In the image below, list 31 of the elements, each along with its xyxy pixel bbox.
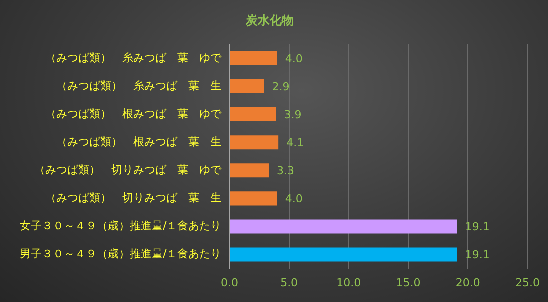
x-tick-label: 5.0 <box>280 276 298 290</box>
y-tick-label: 男子３０～４９（歳）推進量/１食あたり <box>20 248 222 261</box>
x-tick-label: 25.0 <box>516 276 540 290</box>
data-label: 4.0 <box>285 192 303 206</box>
y-tick-label: （みつば類） 糸みつば 葉 生 <box>56 79 222 92</box>
x-tick-label: 15.0 <box>396 276 421 290</box>
data-label: 3.3 <box>277 164 295 178</box>
bar <box>230 136 279 150</box>
data-label: 3.9 <box>284 108 302 122</box>
data-label: 19.1 <box>465 248 490 262</box>
chart-title: 炭水化物 <box>245 13 294 28</box>
bar <box>230 164 270 178</box>
x-tick-label: 10.0 <box>336 276 362 290</box>
data-label: 4.1 <box>286 136 304 150</box>
bar <box>230 248 458 262</box>
x-tick-label: 0.0 <box>220 276 238 290</box>
data-label: 19.1 <box>465 220 490 234</box>
y-tick-label: （みつば類） 根みつば 葉 ゆで <box>46 107 223 120</box>
bar <box>230 108 276 122</box>
bar <box>230 79 264 94</box>
y-tick-label: （みつば類） 切りみつば 葉 ゆで <box>34 163 223 176</box>
y-tick-label: （みつば類） 糸みつば 葉 ゆで <box>46 51 223 64</box>
y-tick-label: 女子３０～４９（歳）推進量/１食あたり <box>20 220 222 233</box>
data-label: 4.0 <box>285 52 303 66</box>
y-tick-label: （みつば類） 切りみつば 葉 生 <box>46 192 222 205</box>
bar <box>230 192 278 206</box>
bar <box>230 220 458 234</box>
bar <box>230 51 278 66</box>
y-tick-label: （みつば類） 根みつば 葉 生 <box>56 135 222 148</box>
x-tick-label: 20.0 <box>456 276 480 290</box>
data-label: 2.9 <box>272 80 290 94</box>
